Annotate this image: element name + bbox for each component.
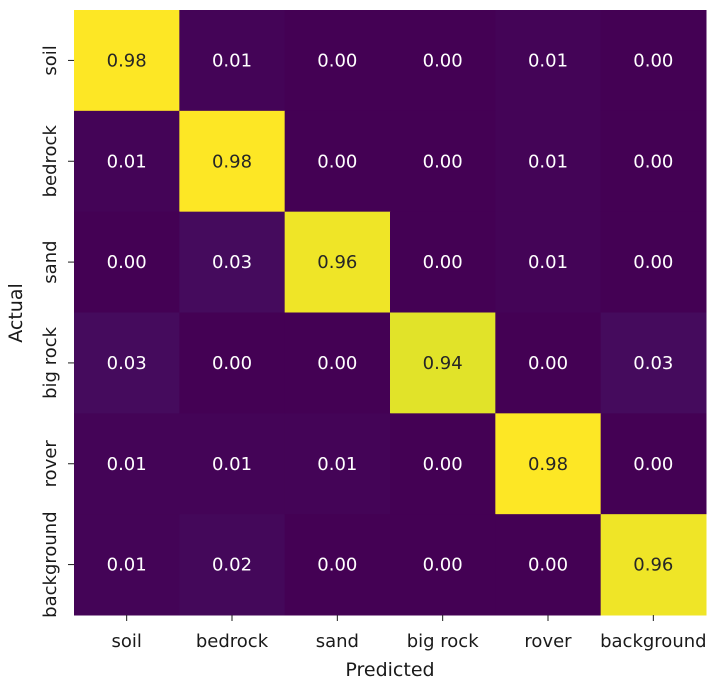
cell-value-label: 0.03 [212, 252, 252, 273]
heatmap-cell [495, 413, 602, 515]
cell-value-label: 0.00 [317, 151, 357, 172]
cell-value-label: 0.03 [633, 353, 673, 374]
x-tick-label: soil [111, 631, 141, 652]
heatmap-cell [495, 514, 602, 616]
cell-value-label: 0.01 [528, 50, 568, 71]
heatmap-cell [600, 211, 707, 313]
y-tick-label: soil [40, 45, 61, 75]
heatmap-cell [495, 211, 602, 313]
cell-value-label: 0.01 [528, 252, 568, 273]
y-axis-ticks: soil bedrock sand big rock rover background [40, 45, 74, 618]
cell-value-label: 0.98 [107, 50, 147, 71]
heatmap-cell [495, 110, 602, 213]
heatmap-cell [74, 514, 180, 616]
cell-value-label: 0.03 [107, 353, 147, 374]
cell-value-label: 0.00 [423, 555, 463, 576]
y-tick-label: bedrock [40, 125, 61, 198]
heatmap-cell [179, 413, 286, 515]
cell-value-label: 0.00 [633, 50, 673, 71]
cell-value-label: 0.00 [528, 353, 568, 374]
heatmap-cell [600, 514, 707, 616]
x-tick-label: background [600, 631, 706, 652]
heatmap-cell [284, 110, 391, 213]
cell-value-label: 0.00 [423, 50, 463, 71]
cell-value-label: 0.00 [317, 555, 357, 576]
heatmap-cell [284, 211, 391, 313]
heatmap-cell [179, 211, 286, 313]
y-axis-label: Actual [5, 283, 27, 343]
y-tick-label: rover [40, 440, 61, 488]
heatmap-cell [390, 514, 496, 616]
x-tick-label: bedrock [196, 631, 269, 652]
cell-value-label: 0.00 [423, 454, 463, 475]
heatmap-cell [284, 514, 391, 616]
heatmap-cell [74, 10, 180, 112]
heatmap-cell [600, 110, 707, 213]
heatmap-cell [179, 110, 286, 213]
heatmap-cell-labels: 0.98 0.01 0.00 0.00 0.01 0.00 0.01 0.98 0.00 0.00… [107, 50, 674, 575]
cell-value-label: 0.94 [423, 353, 463, 374]
heatmap-cell [179, 514, 286, 616]
cell-value-label: 0.00 [317, 353, 357, 374]
heatmap-cell [284, 413, 391, 515]
heatmap-cells [74, 10, 707, 616]
x-tick-label: rover [524, 631, 572, 652]
cell-value-label: 0.00 [528, 555, 568, 576]
cell-value-label: 0.00 [633, 151, 673, 172]
cell-value-label: 0.00 [317, 50, 357, 71]
cell-value-label: 0.01 [107, 555, 147, 576]
heatmap-cell [74, 110, 180, 213]
cell-value-label: 0.00 [633, 252, 673, 273]
cell-value-label: 0.98 [212, 151, 252, 172]
cell-value-label: 0.01 [107, 151, 147, 172]
heatmap-cell [495, 10, 602, 112]
heatmap-cell [600, 413, 707, 515]
y-tick-label: sand [40, 240, 61, 283]
x-tick-label: big rock [407, 631, 479, 652]
heatmap-cell [74, 413, 180, 515]
heatmap-cell [74, 312, 180, 414]
cell-value-label: 0.01 [528, 151, 568, 172]
cell-value-label: 0.00 [423, 252, 463, 273]
heatmap-cell [390, 110, 496, 213]
cell-value-label: 0.00 [633, 454, 673, 475]
cell-value-label: 0.98 [528, 454, 568, 475]
heatmap-cell [600, 312, 707, 414]
heatmap-cell [390, 312, 496, 414]
cell-value-label: 0.02 [212, 555, 252, 576]
cell-value-label: 0.00 [212, 353, 252, 374]
heatmap-cell [495, 312, 602, 414]
cell-value-label: 0.01 [317, 454, 357, 475]
heatmap-cell [390, 211, 496, 313]
cell-value-label: 0.01 [107, 454, 147, 475]
heatmap-cell [284, 312, 391, 414]
heatmap-cell [74, 211, 180, 313]
cell-value-label: 0.00 [423, 151, 463, 172]
heatmap-cell [600, 10, 707, 112]
heatmap-cell [284, 10, 391, 112]
x-axis-ticks: soil bedrock sand big rock rover background [111, 615, 707, 652]
cell-value-label: 0.96 [317, 252, 357, 273]
cell-value-label: 0.96 [633, 555, 673, 576]
y-tick-label: background [40, 511, 61, 617]
cell-value-label: 0.00 [107, 252, 147, 273]
x-axis-label: Predicted [345, 659, 434, 681]
cell-value-label: 0.01 [212, 454, 252, 475]
heatmap-cell [179, 10, 286, 112]
x-tick-label: sand [316, 631, 359, 652]
heatmap-cell [390, 10, 496, 112]
heatmap-cell [179, 312, 286, 414]
cell-value-label: 0.01 [212, 50, 252, 71]
y-tick-label: big rock [40, 326, 61, 398]
heatmap-cell [390, 413, 496, 515]
